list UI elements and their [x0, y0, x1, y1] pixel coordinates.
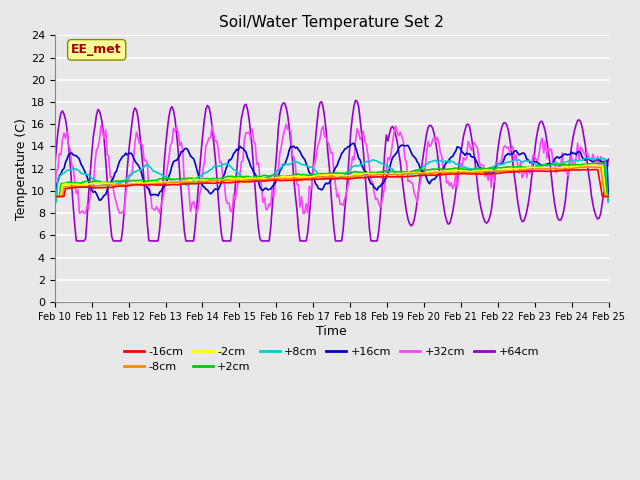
- X-axis label: Time: Time: [316, 324, 347, 337]
- Legend: -16cm, -8cm, -2cm, +2cm, +8cm, +16cm, +32cm, +64cm: -16cm, -8cm, -2cm, +2cm, +8cm, +16cm, +3…: [120, 342, 543, 376]
- Title: Soil/Water Temperature Set 2: Soil/Water Temperature Set 2: [219, 15, 444, 30]
- Text: EE_met: EE_met: [72, 43, 122, 56]
- Y-axis label: Temperature (C): Temperature (C): [15, 118, 28, 220]
